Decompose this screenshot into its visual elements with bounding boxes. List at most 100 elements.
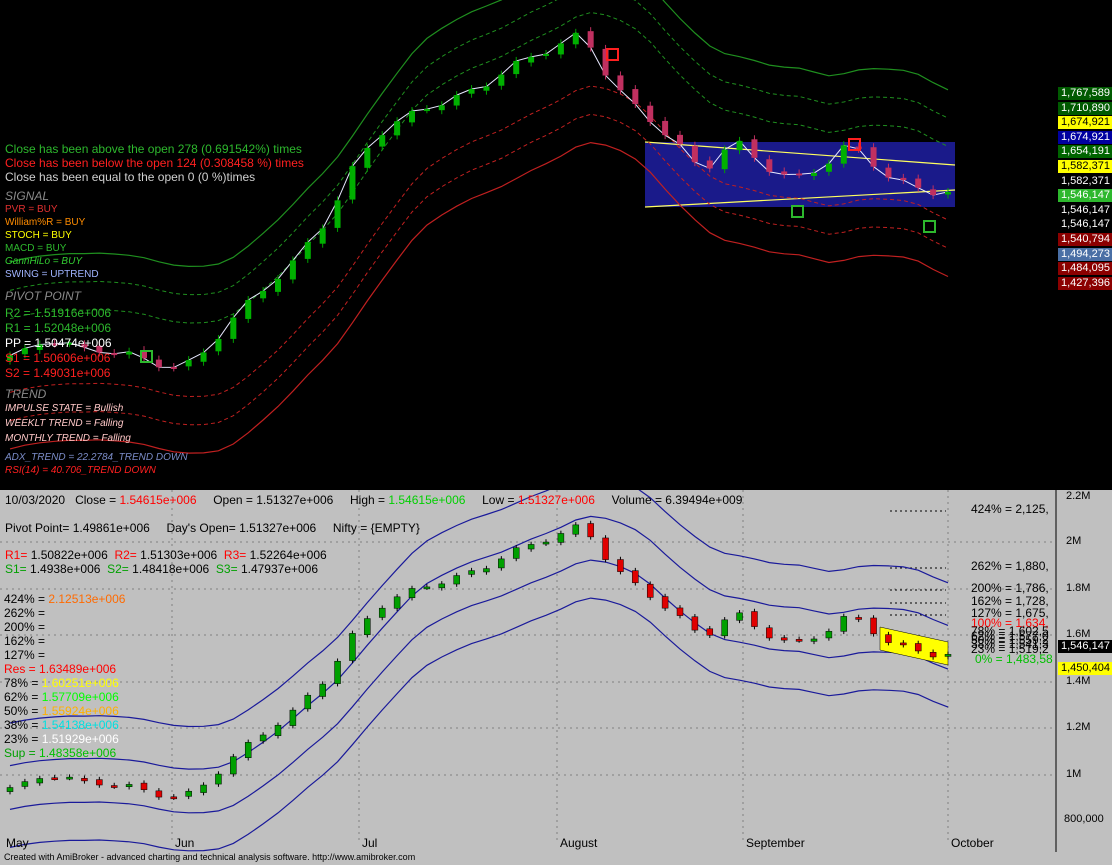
candle-body xyxy=(706,160,713,169)
fib-level-value: 1.63489e+006 xyxy=(39,662,117,676)
candle-body xyxy=(647,105,654,122)
swing-low-marker xyxy=(140,350,153,363)
fib-level-label: 50% = xyxy=(4,704,42,718)
candle-body xyxy=(587,31,594,48)
candle-body xyxy=(185,360,192,367)
volume-label: Volume = 6.39494e+009 xyxy=(611,493,743,507)
candle-body xyxy=(781,171,788,175)
candle-body xyxy=(811,173,817,176)
candle-body xyxy=(394,121,401,136)
candle-body xyxy=(914,643,922,652)
candle-body xyxy=(334,660,341,684)
candle-body xyxy=(423,109,430,112)
quote-header: 10/03/2020 Close = 1.54615e+006 Open = 1… xyxy=(5,493,742,507)
fib-level-value: 1.54138e+006 xyxy=(41,718,119,732)
candle-body xyxy=(810,638,818,642)
resistance-line: R1= 1.50822e+006 R2= 1.51303e+006 R3= 1.… xyxy=(5,548,327,562)
candle-body xyxy=(364,147,371,168)
fib-right-label: 424% = 2,125, xyxy=(971,502,1049,516)
candle-body xyxy=(840,145,847,164)
candle-body xyxy=(543,53,549,56)
fib-right-label: 78% = 1,602,5 xyxy=(971,624,1049,638)
candle-body xyxy=(21,348,28,355)
candle-body xyxy=(200,784,207,793)
candle-body xyxy=(528,56,535,63)
candle-body xyxy=(304,694,312,710)
candle-body xyxy=(483,568,490,573)
candle-body xyxy=(602,48,609,76)
low-label: Low = xyxy=(482,493,518,507)
pivot-item: R2 = 1.51916e+006 xyxy=(5,306,112,320)
candle-body xyxy=(512,547,520,559)
candle-body xyxy=(900,177,907,181)
candle-body xyxy=(855,617,862,620)
candle-body xyxy=(319,228,326,244)
stat-line: Close has been above the open 278 (0.691… xyxy=(5,142,302,156)
fib-level: Res = 1.63489e+006 xyxy=(4,662,116,676)
candle-body xyxy=(304,242,311,259)
candle-body xyxy=(468,89,475,94)
candle-body xyxy=(915,178,922,188)
candle-body xyxy=(125,784,133,787)
s1-label: S1= xyxy=(5,562,31,576)
candle-body xyxy=(870,617,877,635)
candle-body xyxy=(6,787,14,792)
candle-body xyxy=(96,779,103,786)
fib-level: 23% = 1.51929e+006 xyxy=(4,732,119,746)
candle-body xyxy=(796,173,803,176)
fib-level-label: 23% = xyxy=(4,732,42,746)
fib-level-value: 1.48358e+006 xyxy=(39,746,117,760)
candle-body xyxy=(319,683,326,697)
fib-level-label: 424% = xyxy=(4,592,49,606)
candle-body xyxy=(602,537,609,560)
fib-right-label: 200% = 1,786, xyxy=(971,581,1049,595)
swing-low-marker xyxy=(923,220,936,233)
candle-body xyxy=(423,586,431,590)
price-tag: 1,546,147 xyxy=(1058,203,1112,217)
candle-body xyxy=(617,75,624,91)
candle-body xyxy=(498,74,505,86)
signal-item: MACD = BUY xyxy=(5,243,67,254)
channel-lower xyxy=(644,189,956,208)
candle-body xyxy=(334,200,341,228)
candle-body xyxy=(513,60,520,75)
pivot-item: S2 = 1.49031e+006 xyxy=(5,366,111,380)
candle-body xyxy=(36,778,44,784)
support-line: S1= 1.4938e+006 S2= 1.48418e+006 S3= 1.4… xyxy=(5,562,318,576)
pivot-point: Pivot Point= 1.49861e+006 xyxy=(5,521,150,535)
r3-value: 1.52264e+006 xyxy=(249,548,327,562)
candle-body xyxy=(825,163,832,172)
candle-body xyxy=(468,570,475,575)
candle-body xyxy=(751,139,758,158)
nifty: Nifty = {EMPTY} xyxy=(332,521,420,535)
swing-high-marker xyxy=(606,48,619,61)
pivot-item: S1 = 1.50606e+006 xyxy=(5,351,111,365)
candle-body xyxy=(245,299,252,319)
fib-level-label: 162% = xyxy=(4,634,46,648)
low-value: 1.51327e+006 xyxy=(517,493,595,507)
y-axis-tick: 800,000 xyxy=(1064,813,1104,825)
candle-body xyxy=(110,785,118,788)
s3-label: S3= xyxy=(215,562,241,576)
rsi-trend: RSI(14) = 40.706_TREND DOWN xyxy=(5,465,156,476)
candle-body xyxy=(706,628,714,636)
x-axis-tick: Jul xyxy=(362,836,378,850)
signal-item: SWING = UPTREND xyxy=(5,269,99,280)
fib-right-label: 38% = 1,541,3 xyxy=(971,637,1049,651)
price-tag: 1,582,371 xyxy=(1058,174,1112,188)
fib-level-label: Res = xyxy=(4,662,40,676)
candle-body xyxy=(721,149,728,170)
candle-body xyxy=(185,790,192,797)
bottom-candlestick-chart xyxy=(0,490,1057,852)
fib-right-label: 62% = 1,577,0 xyxy=(971,629,1049,643)
trend-heading: TREND xyxy=(5,387,47,401)
y-axis-tick: 1.8M xyxy=(1066,582,1091,594)
outer-upper-envelope xyxy=(9,490,949,728)
price-tag: 1,582,371 xyxy=(1058,160,1112,173)
candle-body xyxy=(215,338,222,352)
pivot-heading: PIVOT POINT xyxy=(5,289,82,303)
candle-body xyxy=(646,583,654,598)
candle-body xyxy=(230,317,237,339)
trend-item: WEEKLT TREND = Falling xyxy=(5,418,124,429)
price-tag: 1,546,147 xyxy=(1058,218,1112,232)
